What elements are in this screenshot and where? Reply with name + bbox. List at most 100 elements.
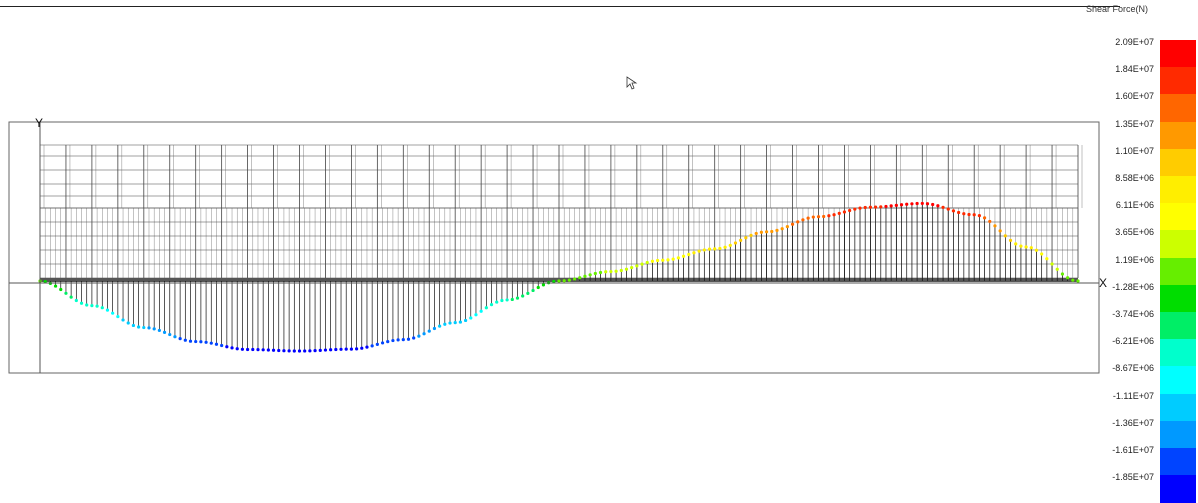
legend-label: -1.61E+07 — [1112, 445, 1154, 455]
shear-point — [1050, 262, 1054, 266]
legend-label: 8.58E+06 — [1115, 173, 1154, 183]
shear-point — [681, 254, 686, 258]
shear-point — [650, 259, 655, 263]
shear-point — [453, 321, 457, 325]
shear-point — [391, 338, 395, 343]
shear-point — [214, 342, 219, 346]
shear-point — [339, 347, 343, 351]
shear-point — [116, 314, 120, 319]
shear-point — [204, 340, 208, 344]
shear-point — [95, 304, 99, 308]
legend-swatch — [1160, 121, 1196, 150]
shear-point — [375, 342, 379, 346]
legend-label: -1.36E+07 — [1112, 417, 1154, 428]
shear-point — [261, 348, 265, 352]
shear-point — [79, 301, 84, 305]
shear-point — [925, 202, 930, 206]
shear-point — [796, 220, 800, 224]
shear-point — [578, 276, 582, 280]
shear-point — [287, 349, 291, 353]
legend-label: 3.65E+06 — [1115, 227, 1154, 238]
shear-point — [962, 212, 966, 216]
shear-point — [157, 328, 161, 333]
shear-point — [801, 218, 805, 222]
shear-point — [630, 266, 634, 270]
shear-point — [271, 348, 276, 352]
shear-point — [790, 222, 795, 226]
shear-point — [541, 283, 546, 287]
shear-point — [811, 215, 815, 219]
shear-point — [863, 205, 867, 210]
shear-point — [1040, 252, 1044, 256]
shear-point — [484, 306, 488, 310]
shear-point — [168, 332, 172, 337]
shear-point — [105, 308, 110, 312]
shear-point — [733, 241, 738, 245]
shear-point — [873, 205, 878, 209]
shear-point — [806, 216, 810, 220]
shear-point — [318, 348, 322, 352]
viewport-frame — [8, 121, 1100, 374]
shear-point — [438, 324, 442, 328]
legend-swatch — [1160, 94, 1196, 123]
mouse-cursor-icon — [626, 76, 638, 90]
shear-point — [645, 260, 649, 265]
shear-point — [183, 338, 187, 342]
shear-point — [1019, 244, 1023, 248]
shear-point — [360, 346, 364, 350]
model-viewport[interactable]: Y X — [0, 0, 1198, 484]
shear-point — [931, 202, 935, 207]
shear-point — [889, 204, 893, 208]
shear-point — [230, 346, 234, 350]
shear-point — [344, 347, 348, 351]
legend-swatch — [1160, 176, 1196, 204]
shear-point — [744, 236, 748, 240]
shear-point — [334, 347, 338, 352]
shear-point — [432, 326, 437, 331]
legend-swatch — [1160, 257, 1196, 286]
shear-point — [723, 245, 727, 249]
shear-point — [458, 320, 462, 324]
legend-swatch — [1160, 230, 1196, 259]
shear-point — [941, 205, 945, 209]
shear-point — [879, 205, 883, 209]
shear-point — [521, 294, 525, 298]
legend-label: 1.60E+07 — [1115, 91, 1154, 102]
shear-point — [303, 349, 307, 353]
y-axis-label: Y — [35, 116, 43, 130]
shear-point — [479, 309, 483, 313]
shear-point — [661, 258, 665, 262]
shear-point — [515, 296, 520, 300]
shear-point — [323, 348, 328, 352]
shear-point — [905, 202, 909, 206]
legend-label: -8.67E+06 — [1112, 363, 1154, 374]
shear-point — [386, 339, 390, 344]
shear-point — [676, 256, 680, 260]
shear-point — [816, 215, 821, 219]
shear-point — [505, 298, 509, 302]
shear-point — [552, 279, 556, 284]
shear-point — [235, 347, 239, 351]
shear-point — [702, 248, 706, 252]
shear-point — [713, 247, 717, 251]
shear-point — [199, 340, 203, 344]
shear-point — [188, 339, 193, 343]
shear-point — [624, 267, 629, 271]
shear-point — [640, 262, 644, 266]
shear-point — [246, 347, 250, 352]
shear-point — [972, 213, 976, 217]
shear-point — [998, 229, 1002, 233]
shear-point — [147, 326, 151, 330]
shear-point — [225, 345, 229, 349]
shear-point — [412, 336, 416, 340]
shear-point — [759, 230, 764, 234]
shear-point — [1071, 278, 1075, 282]
shear-point — [406, 337, 411, 341]
shear-point — [463, 318, 468, 323]
shear-point — [765, 230, 769, 234]
shear-point — [152, 327, 156, 331]
shear-point — [707, 247, 712, 251]
shear-point — [69, 295, 73, 299]
shear-point — [1066, 276, 1070, 280]
shear-point — [899, 203, 904, 207]
